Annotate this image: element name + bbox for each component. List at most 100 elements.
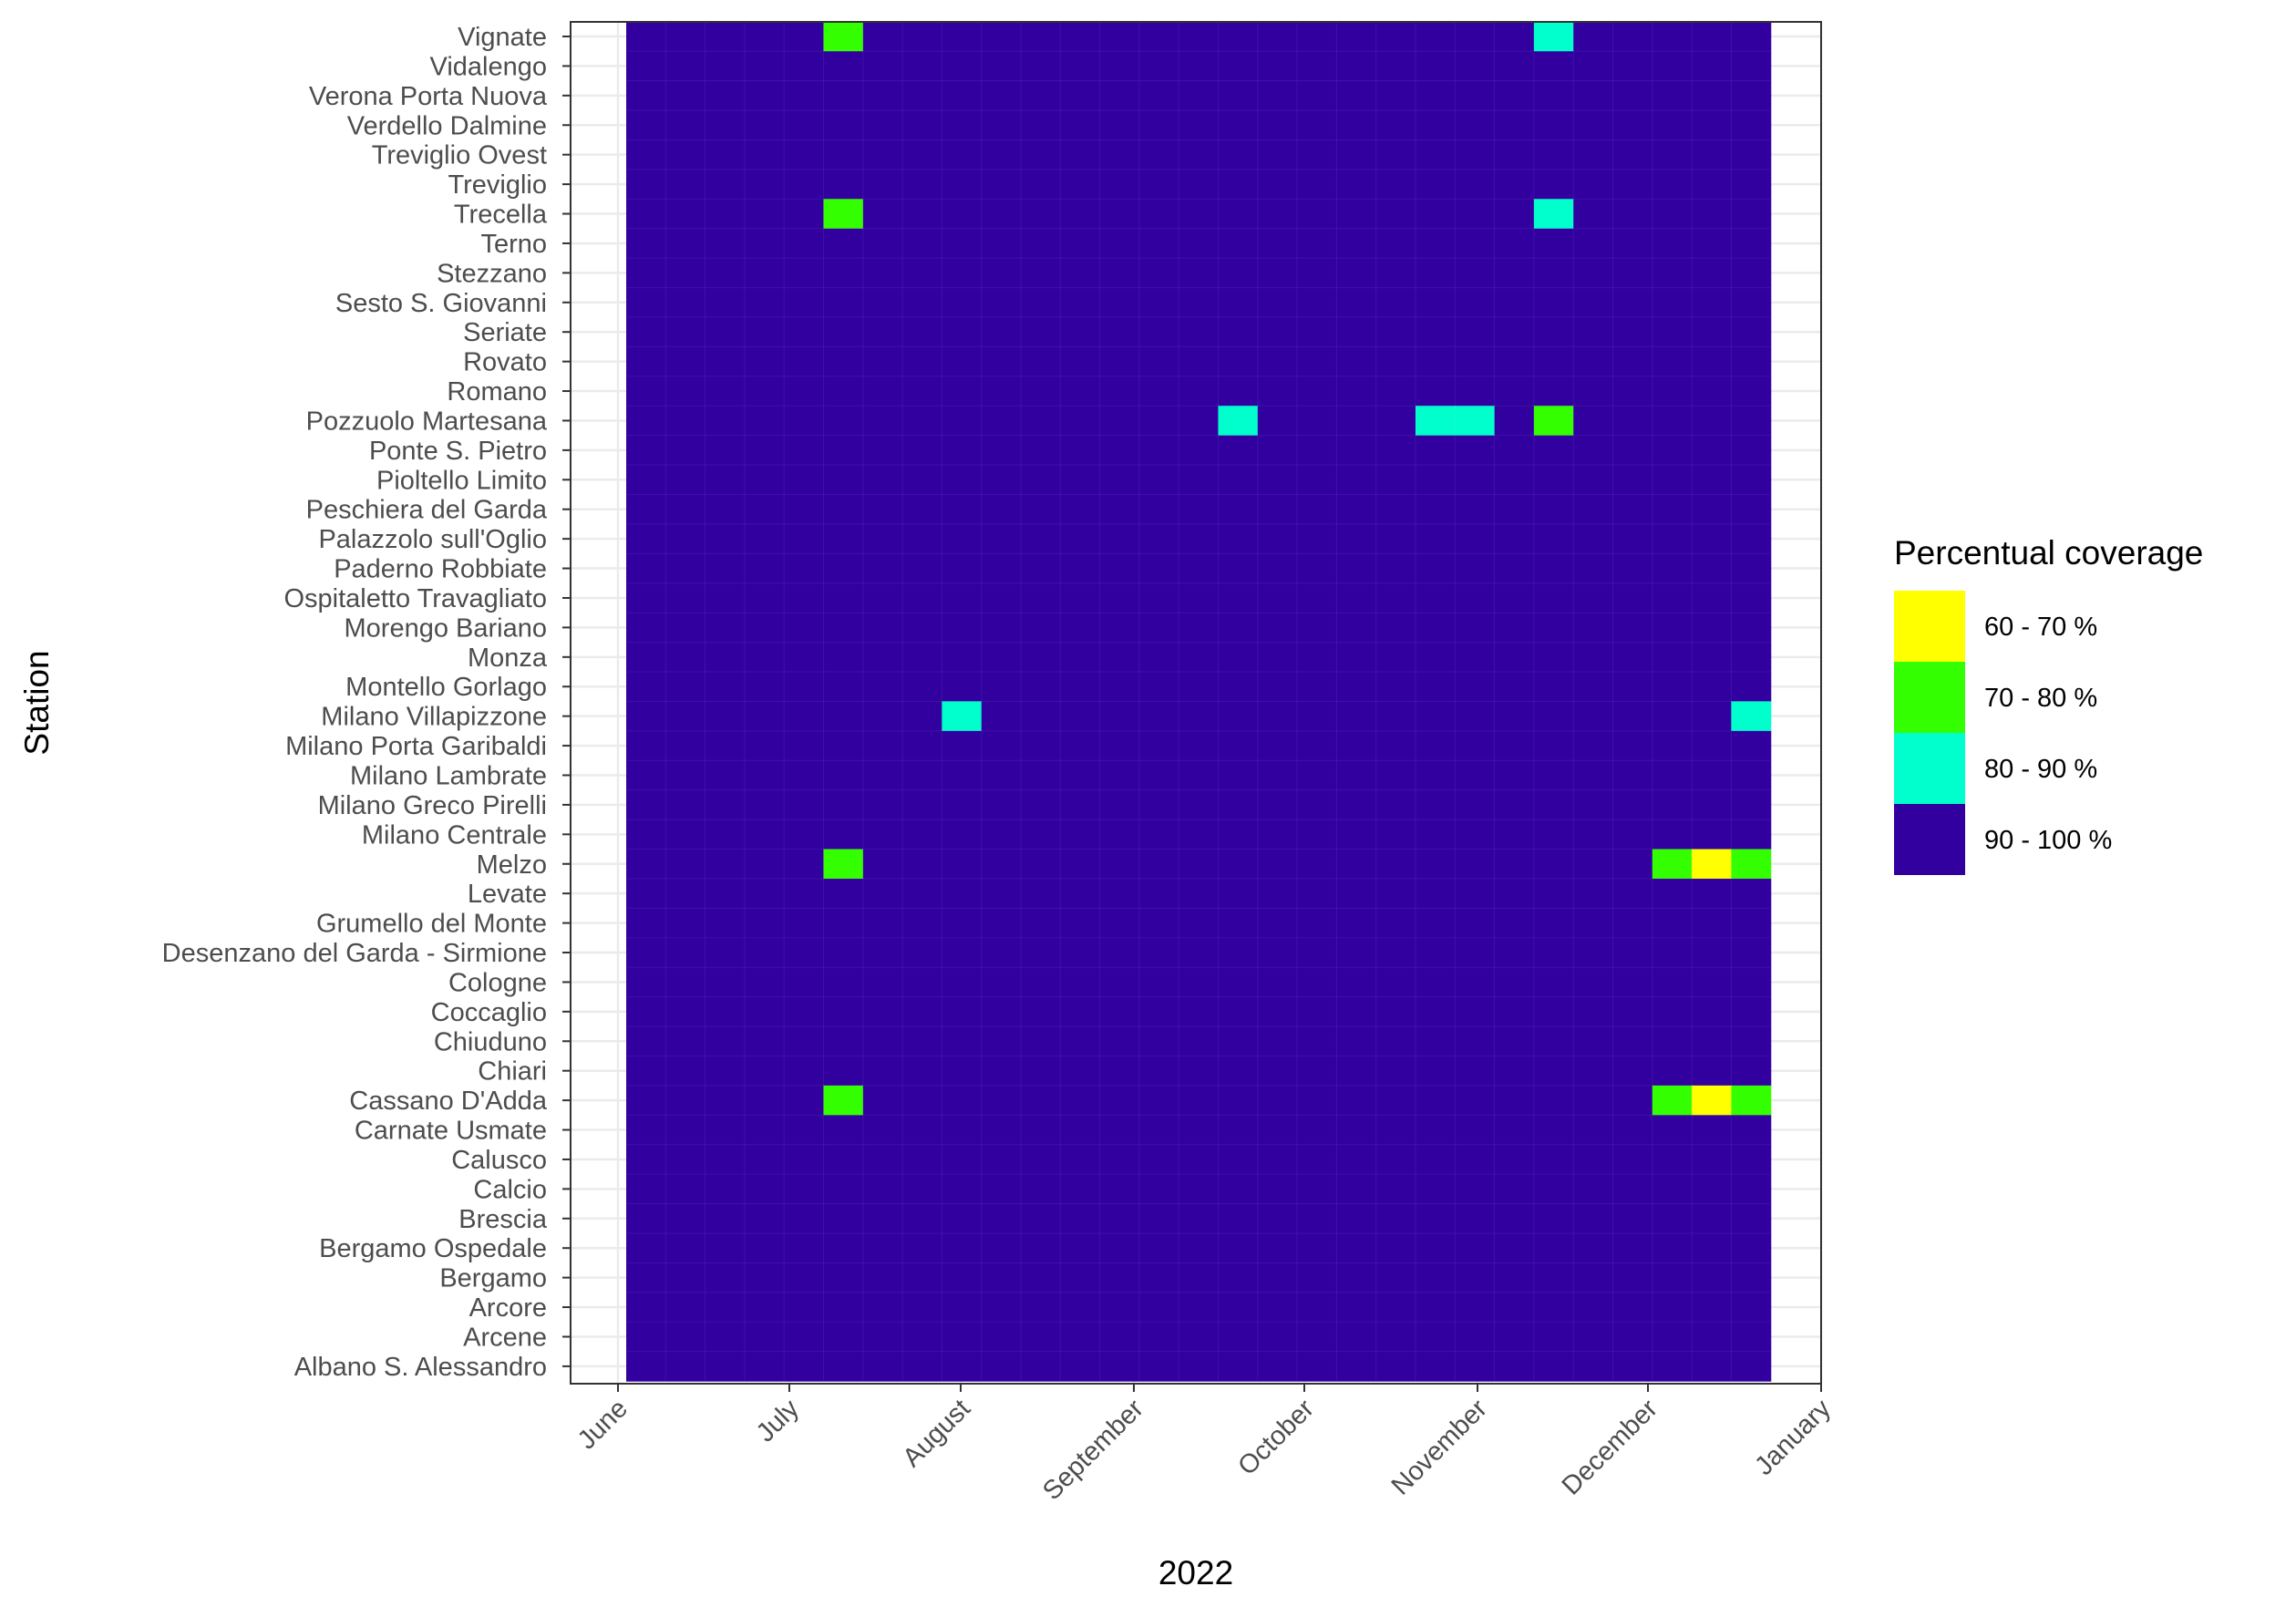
heatmap-cell [625, 1262, 667, 1293]
heatmap-cell [1652, 1262, 1694, 1293]
heatmap-cell [1138, 345, 1180, 377]
heatmap-cell [1059, 612, 1101, 644]
heatmap-cell [1218, 345, 1259, 377]
heatmap-cell [1335, 257, 1377, 289]
heatmap-cell [1296, 759, 1338, 791]
heatmap-cell [1218, 996, 1259, 1028]
heatmap-cell [823, 849, 864, 881]
heatmap-cell [1138, 198, 1180, 230]
heatmap-cell [1257, 376, 1299, 407]
heatmap-cell [1691, 996, 1733, 1028]
heatmap-cell [1612, 21, 1653, 53]
heatmap-cell [1178, 345, 1220, 377]
heatmap-cell [1218, 1292, 1259, 1324]
y-tick-label: Brescia [458, 1205, 548, 1234]
heatmap-cell [941, 1262, 983, 1293]
heatmap-cell [1296, 671, 1338, 703]
heatmap-cell [1375, 937, 1417, 969]
heatmap-cell [783, 523, 825, 555]
heatmap-cell [1257, 671, 1299, 703]
heatmap-cell [1533, 552, 1575, 584]
heatmap-cell [1218, 1203, 1259, 1235]
heatmap-cell [1335, 523, 1377, 555]
heatmap-cell [862, 671, 904, 703]
heatmap-cell [664, 642, 706, 674]
heatmap-cell [1612, 878, 1653, 910]
heatmap-cell [1296, 1085, 1338, 1117]
heatmap-cell [1099, 50, 1140, 82]
heatmap-cell [1415, 405, 1457, 437]
heatmap-cell [744, 642, 786, 674]
heatmap-cell [1730, 257, 1772, 289]
heatmap-cell [1454, 523, 1496, 555]
heatmap-cell [862, 907, 904, 939]
y-tick-label: Stezzano [437, 259, 547, 288]
heatmap-cell [1612, 1262, 1653, 1293]
heatmap-cell [862, 1144, 904, 1176]
heatmap-cell [901, 139, 943, 170]
heatmap-cell [744, 671, 786, 703]
heatmap-cell [1652, 552, 1694, 584]
heatmap-cell [1572, 907, 1614, 939]
heatmap-cell [664, 1292, 706, 1324]
heatmap-cell [1454, 1203, 1496, 1235]
heatmap-cell [901, 671, 943, 703]
heatmap-cell [1257, 730, 1299, 762]
heatmap-cell [1533, 1144, 1575, 1176]
heatmap-cell [1020, 257, 1062, 289]
heatmap-cell [1730, 405, 1772, 437]
y-tick-label: Montello Gorlago [345, 673, 547, 702]
heatmap-cell [1730, 937, 1772, 969]
heatmap-cell [1415, 1055, 1457, 1087]
heatmap-cell [1099, 849, 1140, 881]
heatmap-cell [1612, 257, 1653, 289]
heatmap-cell [1020, 1025, 1062, 1057]
heatmap-cell [1533, 1321, 1575, 1353]
heatmap-cell [1572, 1292, 1614, 1324]
heatmap-cell [1099, 671, 1140, 703]
heatmap-cell [664, 996, 706, 1028]
heatmap-cell [823, 671, 864, 703]
heatmap-cell [1257, 109, 1299, 141]
heatmap-cell [1730, 345, 1772, 377]
heatmap-cell [1020, 405, 1062, 437]
heatmap-cell [941, 494, 983, 526]
heatmap-cell [1454, 759, 1496, 791]
heatmap-cell [862, 345, 904, 377]
heatmap-cell [783, 1025, 825, 1057]
heatmap-cell [941, 464, 983, 496]
heatmap-cell [1691, 612, 1733, 644]
heatmap-cell [705, 1232, 746, 1264]
heatmap-cell [1375, 996, 1417, 1028]
heatmap-cell [1375, 228, 1417, 260]
heatmap-cell [1652, 642, 1694, 674]
heatmap-cell [1572, 109, 1614, 141]
heatmap-cell [705, 1025, 746, 1057]
heatmap-cell [1099, 198, 1140, 230]
heatmap-cell [823, 789, 864, 821]
heatmap-cell [1218, 642, 1259, 674]
heatmap-cell [1257, 345, 1299, 377]
heatmap-cell [783, 612, 825, 644]
heatmap-cell [941, 405, 983, 437]
heatmap-cell [1652, 523, 1694, 555]
heatmap-cell [941, 169, 983, 201]
heatmap-cell [1415, 1144, 1457, 1176]
heatmap-cell [1099, 612, 1140, 644]
heatmap-cell [1335, 169, 1377, 201]
heatmap-cell [744, 1203, 786, 1235]
heatmap-cell [1572, 730, 1614, 762]
heatmap-cell [705, 228, 746, 260]
heatmap-cell [1059, 139, 1101, 170]
heatmap-cell [1612, 435, 1653, 467]
heatmap-cell [1296, 1321, 1338, 1353]
heatmap-cell [664, 1203, 706, 1235]
heatmap-cell [862, 169, 904, 201]
heatmap-cell [1454, 819, 1496, 850]
legend-key [1894, 733, 1965, 804]
heatmap-cell [744, 1173, 786, 1205]
heatmap-cell [1572, 198, 1614, 230]
heatmap-cell [823, 552, 864, 584]
heatmap-cell [1099, 1292, 1140, 1324]
